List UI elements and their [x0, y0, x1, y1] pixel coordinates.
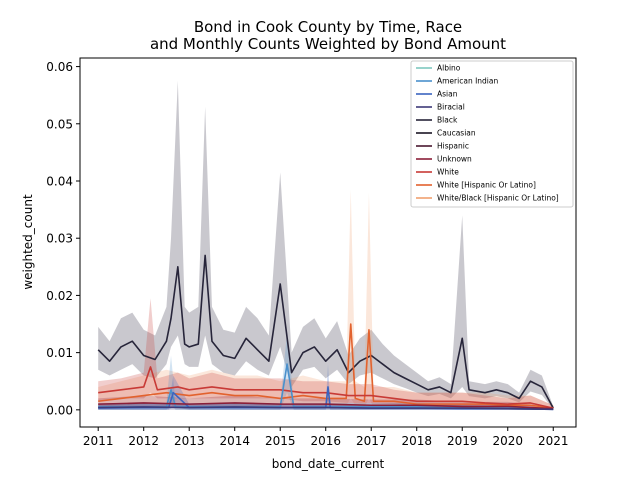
x-tick-label: 2016	[310, 434, 341, 448]
y-tick-label: 0.01	[46, 346, 73, 360]
y-tick-label: 0.06	[46, 60, 73, 74]
y-tick-label: 0.03	[46, 232, 73, 246]
plot-area-frame	[79, 57, 577, 428]
x-axis-ticks: 2011 2012 2013 2014 2015 2016 2017 2018 2019 2020…	[83, 427, 569, 448]
legend-label: White	[437, 168, 459, 177]
legend-label: American Indian	[437, 77, 498, 86]
x-tick-label: 2012	[128, 434, 159, 448]
x-tick-label: 2017	[356, 434, 387, 448]
y-axis-label: weighted_count	[21, 194, 35, 290]
legend-label: Hispanic	[437, 142, 469, 151]
chart-title-line-2: and Monthly Counts Weighted by Bond Amou…	[150, 35, 506, 53]
x-tick-label: 2019	[447, 434, 478, 448]
legend-label: Black	[437, 116, 458, 125]
band-asian	[98, 364, 554, 410]
legend-box	[410, 60, 574, 208]
x-tick-label: 2013	[174, 434, 205, 448]
legend-label: Unknown	[437, 155, 472, 164]
y-tick-label: 0.02	[46, 289, 73, 303]
y-axis-ticks: 0.00 0.01 0.02 0.03 0.04 0.05 0.06	[46, 60, 80, 417]
x-tick-label: 2014	[219, 434, 250, 448]
legend-label: Biracial	[437, 103, 465, 112]
line-biracial	[98, 406, 554, 411]
legend-label: White/Black [Hispanic Or Latino]	[437, 194, 559, 203]
x-tick-label: 2015	[265, 434, 296, 448]
line-unknown	[98, 402, 554, 410]
line-black	[97, 254, 554, 409]
line-white-hispanic-or-latino	[98, 323, 554, 409]
x-tick-label: 2020	[492, 434, 523, 448]
legend-label: Caucasian	[437, 129, 476, 138]
x-axis-label: bond_date_current	[272, 457, 385, 471]
band-white	[98, 298, 554, 410]
band-black	[98, 80, 554, 410]
legend: Albino American Indian Asian Biracial Black C…	[410, 60, 574, 208]
series-lines	[97, 254, 554, 411]
y-tick-label: 0.04	[46, 175, 73, 189]
chart-title-line-1: Bond in Cook County by Time, Race	[194, 18, 462, 36]
legend-label: Albino	[437, 64, 461, 73]
y-tick-label: 0.05	[46, 117, 73, 131]
x-tick-label: 2021	[538, 434, 569, 448]
y-tick-label: 0.00	[46, 403, 73, 417]
legend-label: Asian	[437, 90, 458, 99]
legend-label: White [Hispanic Or Latino]	[437, 181, 536, 190]
line-white	[98, 366, 554, 409]
x-tick-label: 2011	[83, 434, 114, 448]
x-tick-label: 2018	[401, 434, 432, 448]
